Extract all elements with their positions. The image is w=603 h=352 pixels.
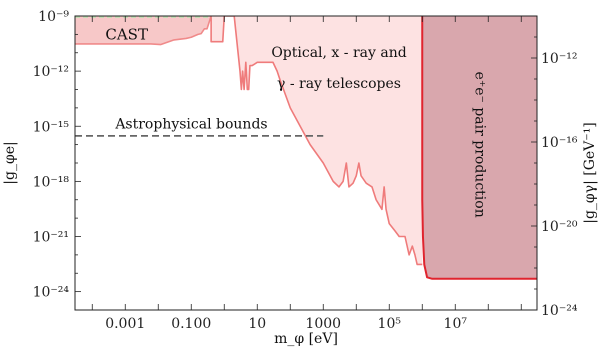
y-tick-label-left: 10⁻⁹: [38, 9, 69, 25]
lines-layer: [75, 16, 537, 280]
x-axis-title: m_φ [eV]: [274, 331, 338, 347]
region-cast: [75, 16, 212, 45]
cast-boundary-line: [75, 16, 212, 46]
y-tick-label-right: 10⁻²⁰: [541, 219, 578, 235]
telescopes-boundary-line: [210, 16, 423, 266]
region-pair-production: [422, 16, 537, 279]
x-tick-label: 10: [248, 316, 266, 332]
ticks-layer: 0.001 0.100 10 1000 10⁵ 10⁷ 10⁻⁹ 10⁻¹² 10⁻¹⁵ 10⁻¹…: [33, 9, 578, 332]
y-tick-label-right: 10⁻²⁴: [541, 303, 578, 319]
x-tick-label: 10⁵: [378, 316, 402, 332]
y-tick-label-left: 10⁻¹⁵: [33, 119, 70, 135]
y-tick-label-right: 10⁻¹²: [541, 51, 577, 67]
pair-production-boundary-line: [421, 16, 537, 280]
y-axis-title-left: |g_φe|: [2, 141, 18, 184]
x-tick-label: 0.100: [171, 316, 211, 332]
pair-production-label: e⁺e⁻ pair production: [472, 72, 488, 218]
y-tick-label-left: 10⁻²⁴: [33, 285, 70, 301]
y-tick-label-left: 10⁻²¹: [33, 230, 69, 246]
y-tick-label-left: 10⁻¹⁸: [33, 174, 70, 190]
x-tick-label: 0.001: [105, 316, 145, 332]
telescopes-label-line2: γ - ray telescopes: [277, 76, 401, 92]
region-telescopes: [211, 16, 423, 265]
cast-label: CAST: [105, 25, 148, 43]
x-tick-label: 10⁷: [444, 316, 468, 332]
astrophysical-bounds-label: Astrophysical bounds: [114, 116, 267, 132]
y-tick-label-left: 10⁻¹²: [33, 64, 69, 80]
regions-layer: [75, 16, 537, 279]
y-axis-title-right: |g_φγ| [GeV⁻¹]: [582, 122, 598, 224]
telescopes-label-line1: Optical, x - ray and: [271, 45, 406, 61]
x-tick-label: 1000: [305, 316, 341, 332]
y-tick-label-right: 10⁻¹⁶: [541, 135, 578, 151]
